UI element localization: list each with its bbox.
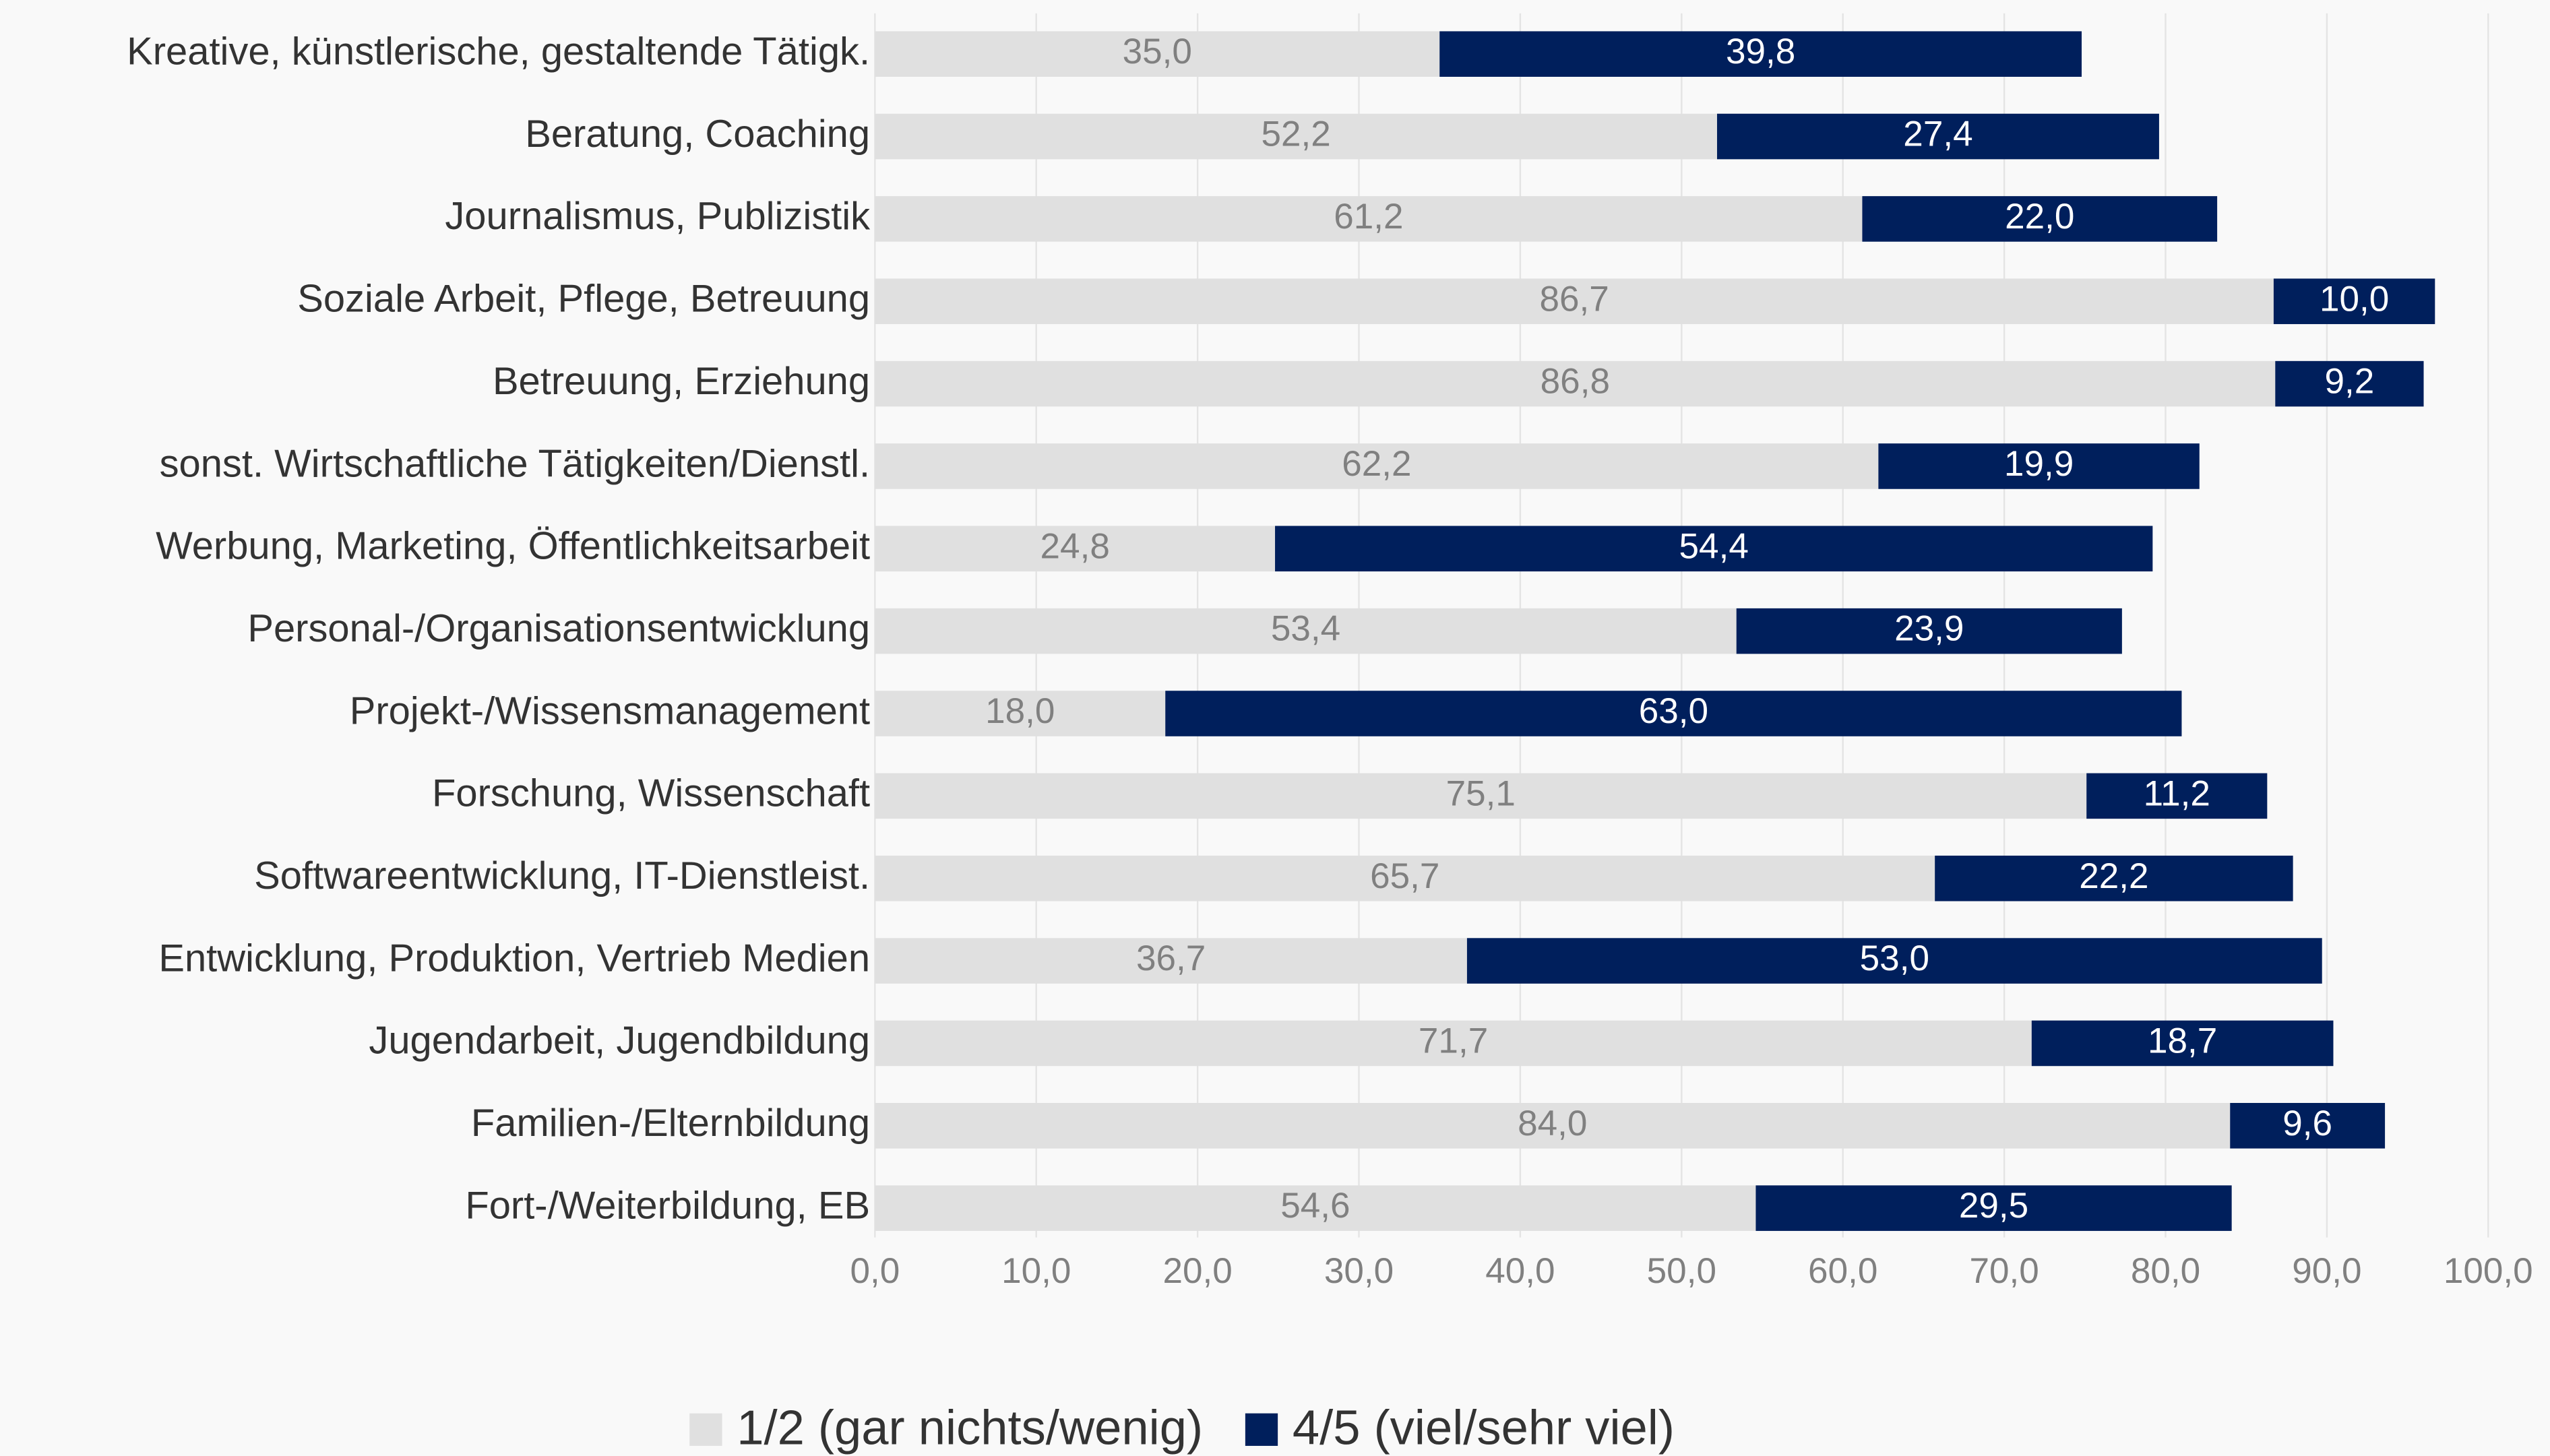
- bar-segment: [875, 1185, 1756, 1231]
- x-tick-label: 30,0: [1324, 1251, 1394, 1291]
- value-label: 86,8: [1541, 362, 1610, 402]
- y-tick-label: sonst. Wirtschaftliche Tätigkeiten/Diens…: [160, 442, 871, 485]
- y-tick-label: Entwicklung, Produktion, Vertrieb Medien: [158, 937, 870, 980]
- value-label: 9,6: [2282, 1104, 2332, 1143]
- value-label: 18,0: [985, 691, 1055, 731]
- value-label: 54,4: [1679, 526, 1749, 566]
- bar-segment: [1878, 443, 2200, 489]
- value-label: 10,0: [2320, 279, 2389, 319]
- bar-segment: [875, 855, 1935, 901]
- x-tick-label: 70,0: [1969, 1251, 2039, 1291]
- y-tick-label: Werbung, Marketing, Öffentlichkeitsarbei…: [156, 525, 870, 568]
- bar-segment: [2230, 1102, 2386, 1149]
- bar-segment: [875, 938, 1467, 984]
- bar-segment: [1275, 526, 2153, 572]
- value-label: 18,7: [2148, 1021, 2217, 1061]
- value-label: 36,7: [1136, 939, 1206, 978]
- bar-segment: [875, 1020, 2032, 1067]
- x-tick-label: 0,0: [850, 1251, 900, 1291]
- x-tick-label: 20,0: [1162, 1251, 1232, 1291]
- bar-segment: [875, 113, 1717, 160]
- x-tick-label: 40,0: [1485, 1251, 1555, 1291]
- legend-label: 1/2 (gar nichts/wenig): [737, 1400, 1203, 1455]
- x-tick-label: 90,0: [2292, 1251, 2361, 1291]
- y-tick-label: Beratung, Coaching: [525, 113, 870, 156]
- y-tick-label: Personal-/Organisationsentwicklung: [247, 607, 870, 650]
- bar-segment: [1165, 691, 2182, 736]
- value-label: 24,8: [1040, 526, 1110, 566]
- value-label: 53,0: [1860, 939, 1929, 978]
- y-tick-label: Softwareentwicklung, IT-Dienstleist.: [254, 854, 870, 897]
- y-tick-label: Betreuung, Erziehung: [493, 360, 870, 403]
- value-label: 53,4: [1271, 609, 1340, 649]
- y-tick-label: Kreative, künstlerische, gestaltende Tät…: [127, 30, 870, 73]
- value-label: 22,0: [2005, 197, 2074, 236]
- value-label: 84,0: [1518, 1104, 1587, 1143]
- y-tick-label: Fort-/Weiterbildung, EB: [465, 1184, 870, 1227]
- value-label: 9,2: [2325, 362, 2375, 402]
- y-tick-label: Familien-/Elternbildung: [471, 1102, 870, 1145]
- y-tick-label: Journalismus, Publizistik: [445, 195, 871, 238]
- bar-segment: [2275, 360, 2424, 407]
- bar-segment: [2031, 1020, 2334, 1067]
- legend-label: 4/5 (viel/sehr viel): [1293, 1400, 1675, 1455]
- bar-segment: [2273, 278, 2435, 325]
- value-label: 52,2: [1262, 115, 1331, 154]
- y-tick-label: Forschung, Wissenschaft: [432, 772, 870, 815]
- x-tick-label: 100,0: [2444, 1251, 2533, 1291]
- legend-swatch: [1245, 1413, 1278, 1446]
- x-tick-label: 60,0: [1808, 1251, 1877, 1291]
- value-label: 27,4: [1903, 115, 1972, 154]
- bar-segment: [1466, 938, 2322, 984]
- y-tick-label: Soziale Arbeit, Pflege, Betreuung: [297, 278, 870, 321]
- x-tick-label: 80,0: [2131, 1251, 2200, 1291]
- value-label: 29,5: [1959, 1186, 2028, 1226]
- bar-segment: [875, 526, 1276, 572]
- bar-segment: [875, 691, 1166, 736]
- value-label: 61,2: [1334, 197, 1403, 236]
- value-label: 62,2: [1342, 444, 1411, 484]
- value-label: 39,8: [1726, 32, 1795, 71]
- value-label: 23,9: [1894, 609, 1964, 649]
- value-label: 75,1: [1446, 773, 1516, 813]
- value-label: 63,0: [1639, 691, 1708, 731]
- value-label: 19,9: [2004, 444, 2074, 484]
- value-label: 35,0: [1123, 32, 1192, 71]
- bar-segment: [875, 31, 1440, 77]
- bar-segment: [1439, 31, 2082, 77]
- y-tick-label: Jugendarbeit, Jugendbildung: [369, 1019, 870, 1063]
- value-label: 22,2: [2079, 856, 2148, 896]
- value-label: 86,7: [1539, 279, 1609, 319]
- bar-segment: [875, 278, 2274, 325]
- legend-swatch: [689, 1413, 722, 1446]
- bar-segment: [875, 360, 2276, 407]
- value-label: 54,6: [1280, 1186, 1350, 1226]
- bar-segment: [2086, 773, 2268, 819]
- bar-segment: [1862, 196, 2218, 242]
- bar-segment: [1716, 113, 2159, 160]
- x-tick-label: 10,0: [1001, 1251, 1071, 1291]
- x-tick-label: 50,0: [1647, 1251, 1716, 1291]
- bar-segment: [875, 773, 2087, 819]
- value-label: 65,7: [1370, 856, 1439, 896]
- y-tick-label: Projekt-/Wissensmanagement: [350, 689, 870, 732]
- value-label: 71,7: [1419, 1021, 1488, 1061]
- bar-segment: [875, 608, 1737, 654]
- bar-segment: [875, 443, 1879, 489]
- bar-segment: [875, 1102, 2231, 1149]
- bar-segment: [1935, 855, 2293, 901]
- bar-segment: [1736, 608, 2122, 654]
- bar-segment: [1755, 1185, 2232, 1231]
- value-label: 11,2: [2144, 773, 2210, 813]
- bar-segment: [875, 196, 1863, 242]
